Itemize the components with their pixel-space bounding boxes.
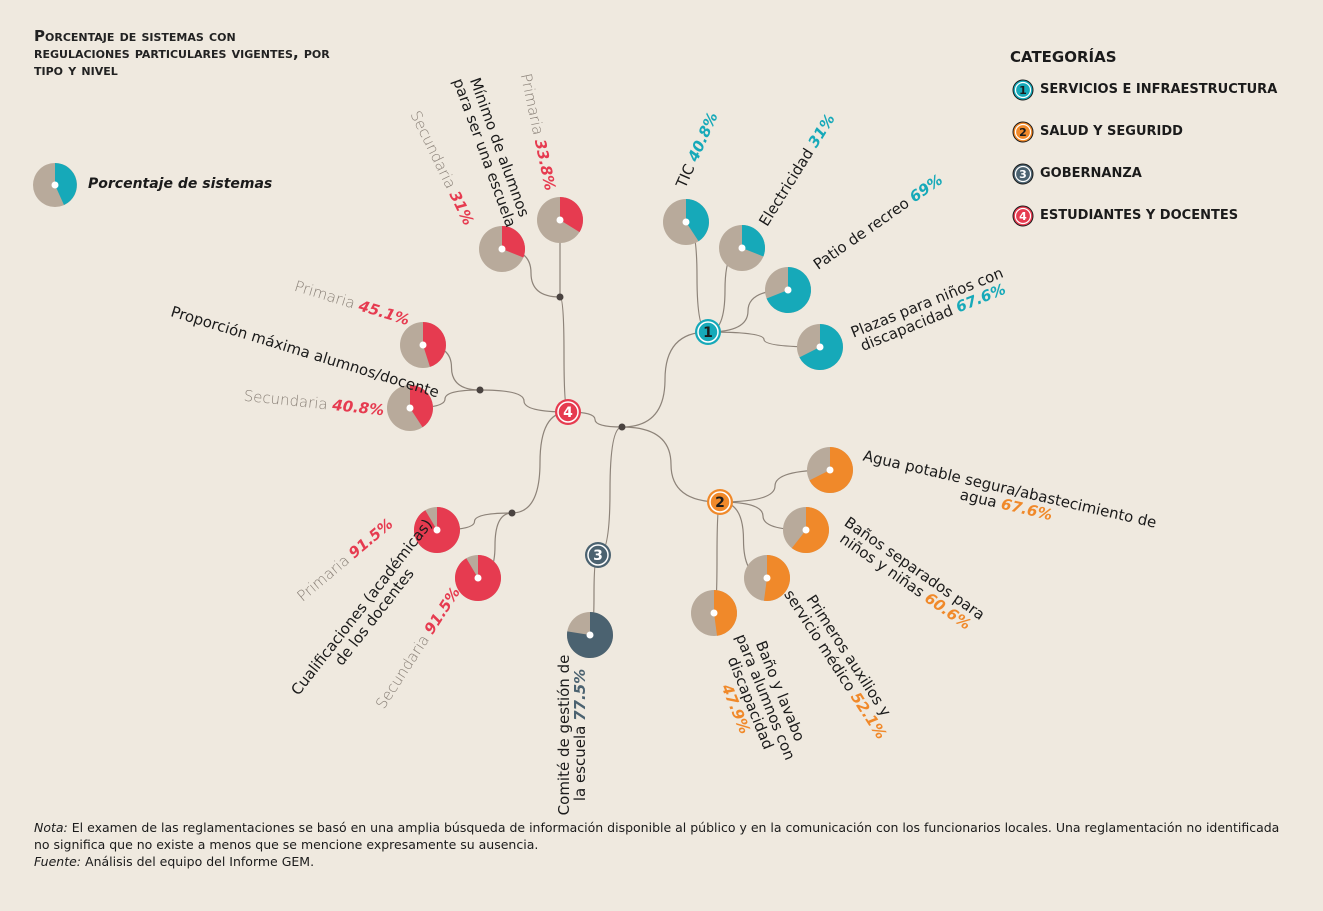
legend-marker-ring xyxy=(1014,165,1032,183)
notes: Nota: El examen de las reglamentaciones … xyxy=(34,819,1294,870)
source: Fuente: Análisis del equipo del Informe … xyxy=(34,853,1294,870)
value-label: 77.5% xyxy=(571,668,589,721)
junction xyxy=(618,423,626,431)
pie-center xyxy=(738,244,746,252)
connector xyxy=(559,296,569,413)
legend-pie-dot xyxy=(51,181,59,189)
chart-title: Porcentaje de sistemas con regulaciones … xyxy=(34,27,330,79)
pie-slice xyxy=(410,385,433,428)
pie-center xyxy=(433,526,441,534)
legend-number: 2 xyxy=(1019,126,1027,139)
legend-number: 4 xyxy=(1019,210,1027,223)
legend-pie-slice xyxy=(55,163,77,205)
pie-center xyxy=(556,216,564,224)
legend-marker-ring xyxy=(1014,207,1032,225)
note: Nota: El examen de las reglamentaciones … xyxy=(34,819,1294,853)
legend-entry: ESTUDIANTES Y DOCENTES xyxy=(1040,208,1239,223)
pie-center xyxy=(586,631,594,639)
hub-number: 1 xyxy=(703,325,713,341)
junction xyxy=(508,509,516,517)
hub-number: 2 xyxy=(715,495,725,511)
hub-ring xyxy=(697,321,719,343)
pie-center xyxy=(406,404,414,412)
pie-center xyxy=(710,609,718,617)
note-text: El examen de las reglamentaciones se bas… xyxy=(34,820,1280,852)
hub-number: 3 xyxy=(593,548,603,564)
connector xyxy=(707,331,821,348)
pie-slice xyxy=(742,225,765,257)
legend-entry: GOBERNANZA xyxy=(1040,166,1142,181)
source-label: Fuente: xyxy=(34,854,82,869)
connector xyxy=(479,389,569,413)
pie-center xyxy=(816,343,824,351)
junction xyxy=(476,386,484,394)
connector xyxy=(567,411,623,428)
pie-slice xyxy=(714,590,737,636)
legend-marker-ring xyxy=(1014,123,1032,141)
pie-center xyxy=(419,341,427,349)
pie-legend: Porcentaje de sistemas xyxy=(88,176,273,192)
pie-center xyxy=(784,286,792,294)
pie-slice xyxy=(686,199,709,242)
connector xyxy=(597,426,623,556)
item-label: Comité de gestión de la escuela 77.5% xyxy=(555,653,589,818)
pie-center xyxy=(498,245,506,253)
hub xyxy=(707,489,733,515)
pie-slice xyxy=(502,226,525,258)
connector xyxy=(621,426,721,503)
pie-slice xyxy=(423,322,446,367)
hub-ring xyxy=(557,401,579,423)
hub xyxy=(695,319,721,345)
hub-ring xyxy=(587,544,609,566)
source-text: Análisis del equipo del Informe GEM. xyxy=(85,854,315,869)
legend-marker-ring xyxy=(1014,81,1032,99)
legend-title: CATEGORÍAS xyxy=(1010,48,1117,66)
hub xyxy=(555,399,581,425)
pie-center xyxy=(802,526,810,534)
pie-slice xyxy=(763,555,791,601)
legend-entry: SERVICIOS E INFRAESTRUCTURA xyxy=(1040,82,1278,97)
legend-entry: SALUD Y SEGURIDD xyxy=(1040,124,1183,139)
connector xyxy=(621,331,709,428)
note-label: Nota: xyxy=(34,820,68,835)
pie-center xyxy=(682,218,690,226)
pie-slice xyxy=(791,507,830,553)
pie-center xyxy=(763,574,771,582)
legend-number: 1 xyxy=(1019,84,1027,97)
hub xyxy=(585,542,611,568)
hub-ring xyxy=(709,491,731,513)
pie-center xyxy=(474,574,482,582)
connector xyxy=(511,411,569,514)
legend-number: 3 xyxy=(1019,168,1027,181)
connector xyxy=(719,469,831,503)
hub-number: 4 xyxy=(563,405,573,421)
pie-slice xyxy=(560,197,583,233)
junction xyxy=(556,293,564,301)
pie-center xyxy=(826,466,834,474)
